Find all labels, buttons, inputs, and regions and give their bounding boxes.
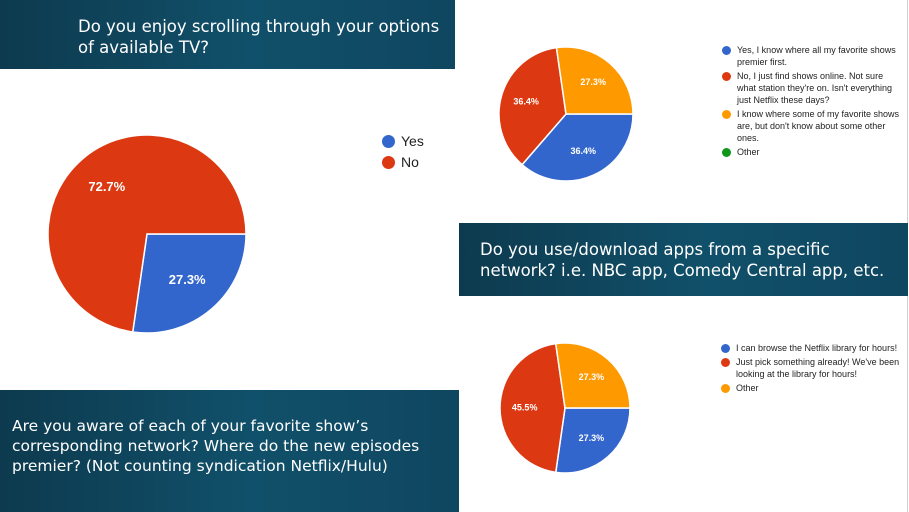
legend-1-swatch-1 <box>382 135 395 148</box>
legend-3-label-3: Other <box>736 383 759 393</box>
legend-2-swatch-4 <box>722 148 731 157</box>
legend-1-label-2: No <box>401 154 419 170</box>
legend-3-label-2: Just pick something already! We've been … <box>736 357 900 379</box>
legend-1-swatch-2 <box>382 156 395 169</box>
pie-2-data-label-3: 27.3% <box>580 77 606 87</box>
legend-2-label-1: Yes, I know where all my favorite shows … <box>737 45 896 67</box>
legend-3-swatch-3 <box>721 384 730 393</box>
pie-2-slice-2 <box>498 46 567 166</box>
legend-3-swatch-1 <box>721 344 730 353</box>
pie-1-data-label-2: 72.7% <box>88 179 125 194</box>
pie-2-slice-1 <box>521 113 634 182</box>
pie-3-slice-1 <box>554 407 631 474</box>
legend-2-swatch-1 <box>722 46 731 55</box>
pie-2-slice-3 <box>555 46 634 115</box>
pie-chart-enjoy-scrolling: 27.3% 72.7% <box>47 134 247 334</box>
pie-3-data-label-1: 27.3% <box>579 433 605 443</box>
legend-2-label-2: No, I just find shows online. Not sure w… <box>737 71 893 105</box>
legend-3-label-1: I can browse the Netflix library for hou… <box>736 343 898 353</box>
pie-3-data-label-3: 27.3% <box>579 372 605 382</box>
legend-2-label-4: Other <box>737 147 760 157</box>
legend-1-item-1: Yes <box>382 132 424 153</box>
legend-3-item-3: Other <box>721 382 903 394</box>
question-banner-network: Are you aware of each of your favorite s… <box>0 390 459 512</box>
pie-chart-network-awareness: 36.4% 36.4% 27.3% <box>498 46 634 182</box>
legend-3-swatch-2 <box>721 358 730 367</box>
legend-netflix-browsing: I can browse the Netflix library for hou… <box>721 342 903 396</box>
legend-1-item-2: No <box>382 153 424 174</box>
legend-2-item-4: Other <box>722 146 902 158</box>
legend-2-item-3: I know where some of my favorite shows a… <box>722 108 902 144</box>
pie-3-slice-2 <box>499 342 566 474</box>
legend-network-awareness: Yes, I know where all my favorite shows … <box>722 44 902 160</box>
pie-2-data-label-1: 36.4% <box>571 146 597 156</box>
pie-2-data-label-2: 36.4% <box>513 97 539 107</box>
legend-2-swatch-3 <box>722 110 731 119</box>
pie-chart-netflix-browsing: 27.3% 45.5% 27.3% <box>499 342 631 474</box>
pie-3-data-label-2: 45.5% <box>512 402 538 412</box>
question-banner-apps: Do you use/download apps from a specific… <box>459 223 908 296</box>
legend-2-swatch-2 <box>722 72 731 81</box>
question-text-network: Are you aware of each of your favorite s… <box>12 417 420 475</box>
pie-1-data-label-1: 27.3% <box>169 272 206 287</box>
legend-2-item-2: No, I just find shows online. Not sure w… <box>722 70 902 106</box>
question-text-apps: Do you use/download apps from a specific… <box>480 240 885 280</box>
pie-3-slice-3 <box>554 342 631 409</box>
legend-2-label-3: I know where some of my favorite shows a… <box>737 109 900 143</box>
question-text-scrolling: Do you enjoy scrolling through your opti… <box>78 17 440 57</box>
pie-1-slice-1 <box>131 233 247 334</box>
pie-1-slice-2 <box>47 134 247 333</box>
question-banner-scrolling: Do you enjoy scrolling through your opti… <box>0 0 455 69</box>
legend-3-item-1: I can browse the Netflix library for hou… <box>721 342 903 354</box>
legend-1-label-1: Yes <box>401 133 424 149</box>
legend-3-item-2: Just pick something already! We've been … <box>721 356 903 380</box>
legend-enjoy-scrolling: Yes No <box>382 132 424 174</box>
legend-2-item-1: Yes, I know where all my favorite shows … <box>722 44 902 68</box>
